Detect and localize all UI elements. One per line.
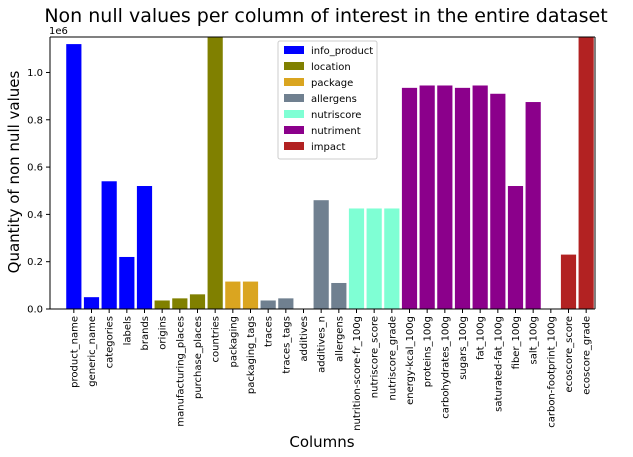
bar-brands bbox=[136, 186, 153, 309]
x-tick-label: carbon-footprint_100g bbox=[546, 316, 557, 428]
x-tick-label: carbohydrates_100g bbox=[440, 316, 451, 419]
x-tick-label: packaging bbox=[228, 316, 239, 368]
bar-ecoscore_score bbox=[560, 254, 577, 309]
x-tick-label: ecoscore_grade bbox=[582, 316, 593, 395]
x-tick-label: additives bbox=[299, 316, 310, 362]
bar-ecoscore_grade bbox=[578, 37, 594, 309]
x-tick-label: traces bbox=[264, 316, 275, 347]
x-tick-label: fat_100g bbox=[476, 316, 487, 360]
legend-label: package bbox=[311, 78, 353, 89]
legend-label: nutriment bbox=[311, 126, 361, 137]
x-tick-label: purchase_places bbox=[193, 316, 204, 399]
y-axis-label: Quantity of non null values bbox=[5, 70, 23, 273]
x-tick-label: fiber_100g bbox=[511, 316, 522, 369]
bar-traces_tags bbox=[278, 298, 294, 309]
y-tick-label: 0.4 bbox=[27, 210, 43, 221]
bar-purchase_places bbox=[189, 294, 206, 309]
legend-swatch bbox=[284, 78, 304, 86]
x-tick-label: brands bbox=[140, 316, 151, 350]
legend-swatch bbox=[284, 126, 304, 134]
y-tick-label: 0.6 bbox=[27, 163, 43, 174]
y-tick-label: 1.0 bbox=[27, 68, 43, 79]
legend-swatch bbox=[284, 94, 304, 102]
legend-label: allergens bbox=[311, 94, 357, 105]
legend-label: nutriscore bbox=[311, 110, 361, 121]
bar-proteins_100g bbox=[419, 85, 435, 309]
bar-sugars_100g bbox=[454, 87, 471, 309]
bar-salt_100g bbox=[525, 102, 541, 309]
x-tick-label: traces_tags bbox=[281, 316, 292, 374]
x-tick-label: packaging_tags bbox=[246, 316, 257, 394]
chart-title: Non null values per column of interest i… bbox=[44, 5, 607, 27]
x-tick-label: allergens bbox=[334, 316, 345, 362]
x-tick-label: energy-kcal_100g bbox=[405, 316, 416, 405]
bar-fat_100g bbox=[472, 85, 488, 309]
bar-nutriscore_score bbox=[366, 208, 382, 309]
x-tick-label: origins bbox=[158, 316, 169, 350]
bar-allergens bbox=[331, 282, 347, 309]
x-tick-label: proteins_100g bbox=[423, 316, 434, 387]
legend-swatch bbox=[284, 110, 304, 118]
legend-swatch bbox=[284, 62, 304, 70]
x-tick-label: generic_name bbox=[87, 316, 98, 387]
x-tick-label: saturated-fat_100g bbox=[493, 316, 504, 412]
legend-label: info_product bbox=[311, 46, 373, 57]
x-tick-label: nutriscore_score bbox=[370, 316, 381, 398]
bar-fiber_100g bbox=[507, 186, 524, 309]
legend-label: location bbox=[311, 62, 351, 73]
bar-nutrition-score-fr_100g bbox=[348, 208, 365, 309]
x-tick-label: product_name bbox=[69, 316, 80, 388]
bar-origins bbox=[154, 300, 170, 309]
x-tick-label: countries bbox=[211, 316, 222, 362]
bar-packaging_tags bbox=[242, 281, 259, 309]
bar-product_name bbox=[66, 44, 82, 310]
x-tick-label: nutrition-score-fr_100g bbox=[352, 316, 363, 431]
x-tick-label: salt_100g bbox=[529, 316, 540, 364]
bar-nutriscore_grade bbox=[384, 208, 400, 309]
x-tick-label: categories bbox=[105, 316, 116, 368]
bar-traces bbox=[260, 300, 276, 309]
bar-saturated-fat_100g bbox=[490, 93, 506, 309]
bar-packaging bbox=[225, 281, 241, 309]
bar-manufacturing_places bbox=[172, 298, 188, 309]
x-tick-label: sugars_100g bbox=[458, 316, 469, 380]
y-tick-label: 0.8 bbox=[27, 115, 43, 126]
bar-additives_n bbox=[313, 200, 329, 309]
legend-swatch bbox=[284, 142, 304, 150]
legend-swatch bbox=[284, 46, 304, 54]
x-tick-label: nutriscore_grade bbox=[387, 316, 398, 400]
y-tick-label: 0.0 bbox=[27, 305, 43, 316]
bar-labels bbox=[119, 256, 135, 309]
y-tick-label: 0.2 bbox=[27, 257, 43, 268]
x-tick-label: manufacturing_places bbox=[175, 316, 186, 427]
bar-categories bbox=[101, 181, 117, 309]
bar-generic_name bbox=[83, 297, 100, 309]
y-scale-offset: 1e6 bbox=[49, 26, 68, 37]
bar-energy-kcal_100g bbox=[401, 87, 418, 309]
x-axis-label: Columns bbox=[289, 433, 354, 451]
x-tick-label: ecoscore_score bbox=[564, 316, 575, 393]
plot-area: product_name generic_name categories labels… bbox=[27, 36, 596, 431]
bar-carbohydrates_100g bbox=[437, 85, 453, 309]
legend-label: impact bbox=[311, 142, 345, 153]
x-tick-label: labels bbox=[122, 316, 133, 345]
x-tick-label: additives_n bbox=[317, 316, 328, 373]
legend: info_product location package allergens nutr… bbox=[277, 40, 378, 160]
bar-countries bbox=[207, 37, 223, 309]
